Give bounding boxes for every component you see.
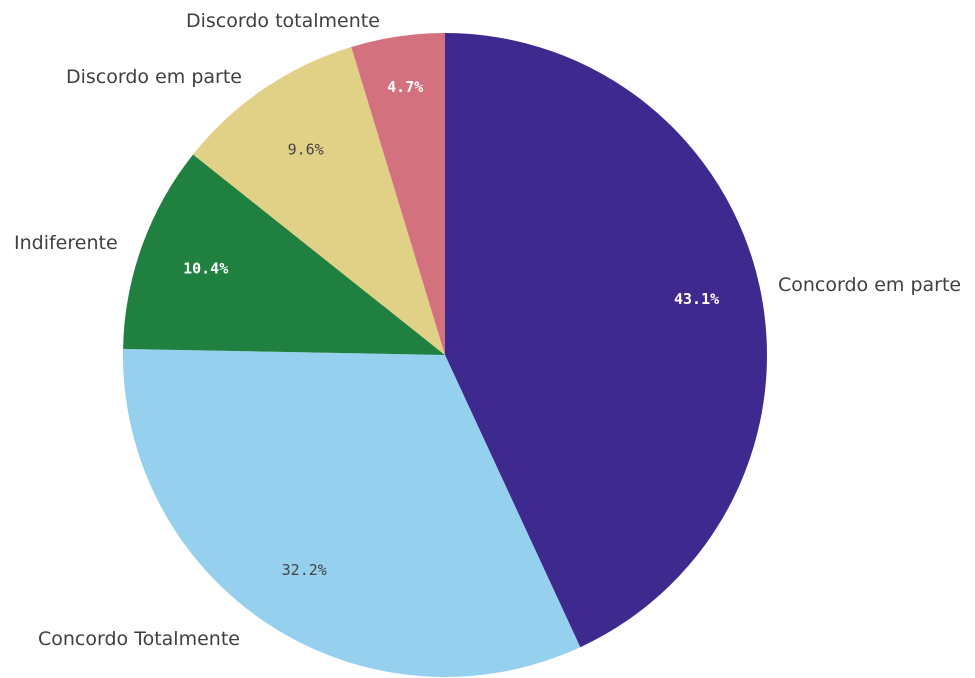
pie-slice-indiferente[interactable]	[123, 154, 446, 355]
pie-slice-discordo-em-parte[interactable]	[193, 46, 445, 355]
pie-slices	[122, 33, 767, 677]
pie-slice-concordo-totalmente[interactable]	[122, 348, 581, 677]
data-label-discordo-em-parte: 9.6%	[288, 140, 324, 158]
category-label-discordo-totalmente: Discordo totalmente	[186, 10, 380, 32]
percentage-labels: 43.1% 32.2% 10.4% 9.6% 4.7%	[183, 78, 719, 579]
category-label-concordo-em-parte: Concordo em parte	[778, 274, 961, 296]
data-label-concordo-totalmente: 32.2%	[282, 561, 327, 579]
data-label-concordo-em-parte: 43.1%	[674, 290, 719, 308]
pie-slice-discordo-totalmente[interactable]	[351, 33, 445, 355]
category-labels: Concordo em parte Concordo Totalmente Indi…	[14, 10, 961, 650]
pie-slice-concordo-em-parte[interactable]	[445, 33, 767, 648]
data-label-discordo-totalmente: 4.7%	[387, 78, 423, 96]
category-label-indiferente: Indiferente	[14, 232, 118, 254]
category-label-concordo-totalmente: Concordo Totalmente	[38, 628, 240, 650]
category-label-discordo-em-parte: Discordo em parte	[66, 66, 242, 88]
data-label-indiferente: 10.4%	[183, 259, 228, 277]
